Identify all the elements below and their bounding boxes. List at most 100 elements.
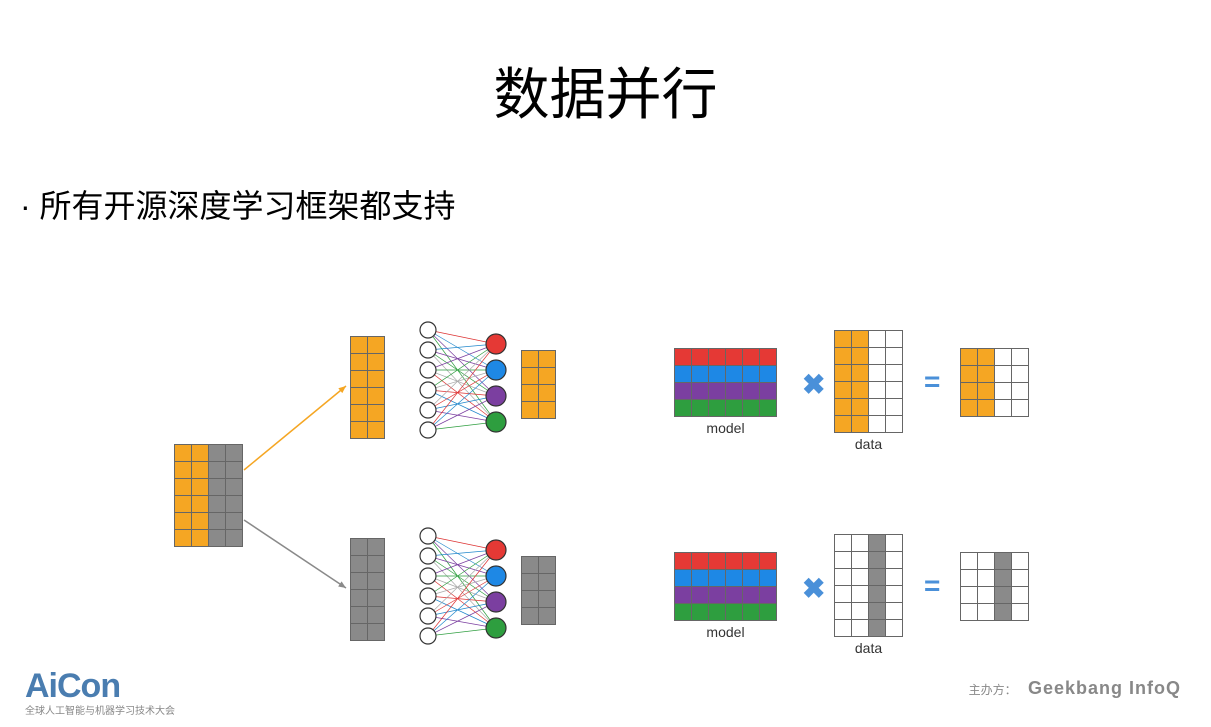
arrow-to-top bbox=[238, 380, 352, 476]
matrix-cell bbox=[175, 479, 191, 495]
arrow-to-bottom bbox=[238, 514, 352, 594]
result-bottom bbox=[960, 552, 1029, 621]
op-eq-bottom: = bbox=[924, 570, 940, 602]
op-times-bottom: ✖ bbox=[802, 572, 825, 605]
matrix-cell bbox=[961, 604, 977, 620]
matrix-cell bbox=[522, 557, 538, 573]
diagram-layer: modelmodeldatadata✖✖== bbox=[0, 50, 1211, 727]
matrix-cell bbox=[1012, 383, 1028, 399]
matrix-cell bbox=[351, 354, 367, 370]
split-bottom bbox=[350, 538, 385, 641]
matrix-cell bbox=[743, 553, 759, 569]
matrix-cell bbox=[886, 382, 902, 398]
matrix-cell bbox=[961, 553, 977, 569]
matrix-cell bbox=[869, 552, 885, 568]
model-bottom bbox=[674, 552, 777, 621]
matrix-cell bbox=[726, 349, 742, 365]
matrix-cell bbox=[692, 349, 708, 365]
out-top bbox=[521, 350, 556, 419]
matrix-cell bbox=[760, 383, 776, 399]
matrix-cell bbox=[835, 569, 851, 585]
matrix-cell bbox=[835, 416, 851, 432]
matrix-cell bbox=[869, 331, 885, 347]
matrix-cell bbox=[351, 624, 367, 640]
matrix-cell bbox=[835, 586, 851, 602]
matrix-cell bbox=[351, 556, 367, 572]
matrix-cell bbox=[192, 462, 208, 478]
matrix-cell bbox=[692, 383, 708, 399]
matrix-cell bbox=[675, 553, 691, 569]
matrix-cell bbox=[869, 348, 885, 364]
matrix-cell bbox=[978, 400, 994, 416]
matrix-cell bbox=[368, 573, 384, 589]
matrix-cell bbox=[852, 569, 868, 585]
matrix-cell bbox=[835, 331, 851, 347]
matrix-cell bbox=[886, 365, 902, 381]
matrix-cell bbox=[961, 383, 977, 399]
matrix-cell bbox=[835, 365, 851, 381]
matrix-cell bbox=[995, 349, 1011, 365]
matrix-cell bbox=[368, 354, 384, 370]
matrix-cell bbox=[835, 552, 851, 568]
matrix-cell bbox=[351, 422, 367, 438]
matrix-cell bbox=[886, 569, 902, 585]
matrix-cell bbox=[852, 535, 868, 551]
matrix-cell bbox=[886, 416, 902, 432]
matrix-cell bbox=[852, 586, 868, 602]
matrix-cell bbox=[368, 556, 384, 572]
matrix-cell bbox=[886, 535, 902, 551]
matrix-cell bbox=[852, 603, 868, 619]
matrix-cell bbox=[351, 337, 367, 353]
matrix-cell bbox=[835, 399, 851, 415]
matrix-cell bbox=[692, 604, 708, 620]
matrix-cell bbox=[539, 385, 555, 401]
matrix-cell bbox=[675, 383, 691, 399]
matrix-cell bbox=[675, 570, 691, 586]
matrix-cell bbox=[692, 400, 708, 416]
matrix-cell bbox=[539, 368, 555, 384]
matrix-cell bbox=[852, 416, 868, 432]
matrix-cell bbox=[995, 553, 1011, 569]
footer-left: AiCon 全球人工智能与机器学习技术大会 bbox=[25, 667, 175, 717]
matrix-cell bbox=[522, 402, 538, 418]
matrix-cell bbox=[368, 422, 384, 438]
matrix-cell bbox=[351, 405, 367, 421]
matrix-cell bbox=[852, 620, 868, 636]
data-bottom-label: data bbox=[834, 640, 903, 656]
matrix-cell bbox=[961, 587, 977, 603]
data-top bbox=[834, 330, 903, 433]
matrix-cell bbox=[726, 400, 742, 416]
matrix-cell bbox=[522, 608, 538, 624]
matrix-cell bbox=[675, 587, 691, 603]
footer-right: 主办方： Geekbang InfoQ bbox=[969, 678, 1181, 699]
model-bottom-label: model bbox=[674, 624, 777, 640]
matrix-cell bbox=[835, 382, 851, 398]
footer-right-brand: Geekbang InfoQ bbox=[1028, 678, 1181, 698]
matrix-cell bbox=[209, 530, 225, 546]
matrix-cell bbox=[692, 587, 708, 603]
matrix-cell bbox=[760, 570, 776, 586]
matrix-cell bbox=[522, 351, 538, 367]
matrix-cell bbox=[522, 591, 538, 607]
op-eq-top: = bbox=[924, 366, 940, 398]
matrix-cell bbox=[192, 513, 208, 529]
matrix-cell bbox=[869, 569, 885, 585]
matrix-cell bbox=[709, 383, 725, 399]
matrix-cell bbox=[192, 530, 208, 546]
matrix-cell bbox=[961, 400, 977, 416]
matrix-cell bbox=[675, 349, 691, 365]
matrix-cell bbox=[995, 400, 1011, 416]
matrix-cell bbox=[743, 400, 759, 416]
matrix-cell bbox=[835, 603, 851, 619]
matrix-cell bbox=[209, 479, 225, 495]
matrix-cell bbox=[835, 620, 851, 636]
matrix-cell bbox=[852, 382, 868, 398]
matrix-cell bbox=[869, 416, 885, 432]
matrix-cell bbox=[175, 513, 191, 529]
matrix-cell bbox=[226, 496, 242, 512]
matrix-cell bbox=[1012, 604, 1028, 620]
matrix-cell bbox=[1012, 553, 1028, 569]
matrix-cell bbox=[175, 445, 191, 461]
matrix-cell bbox=[675, 400, 691, 416]
nn-bottom bbox=[416, 526, 512, 656]
